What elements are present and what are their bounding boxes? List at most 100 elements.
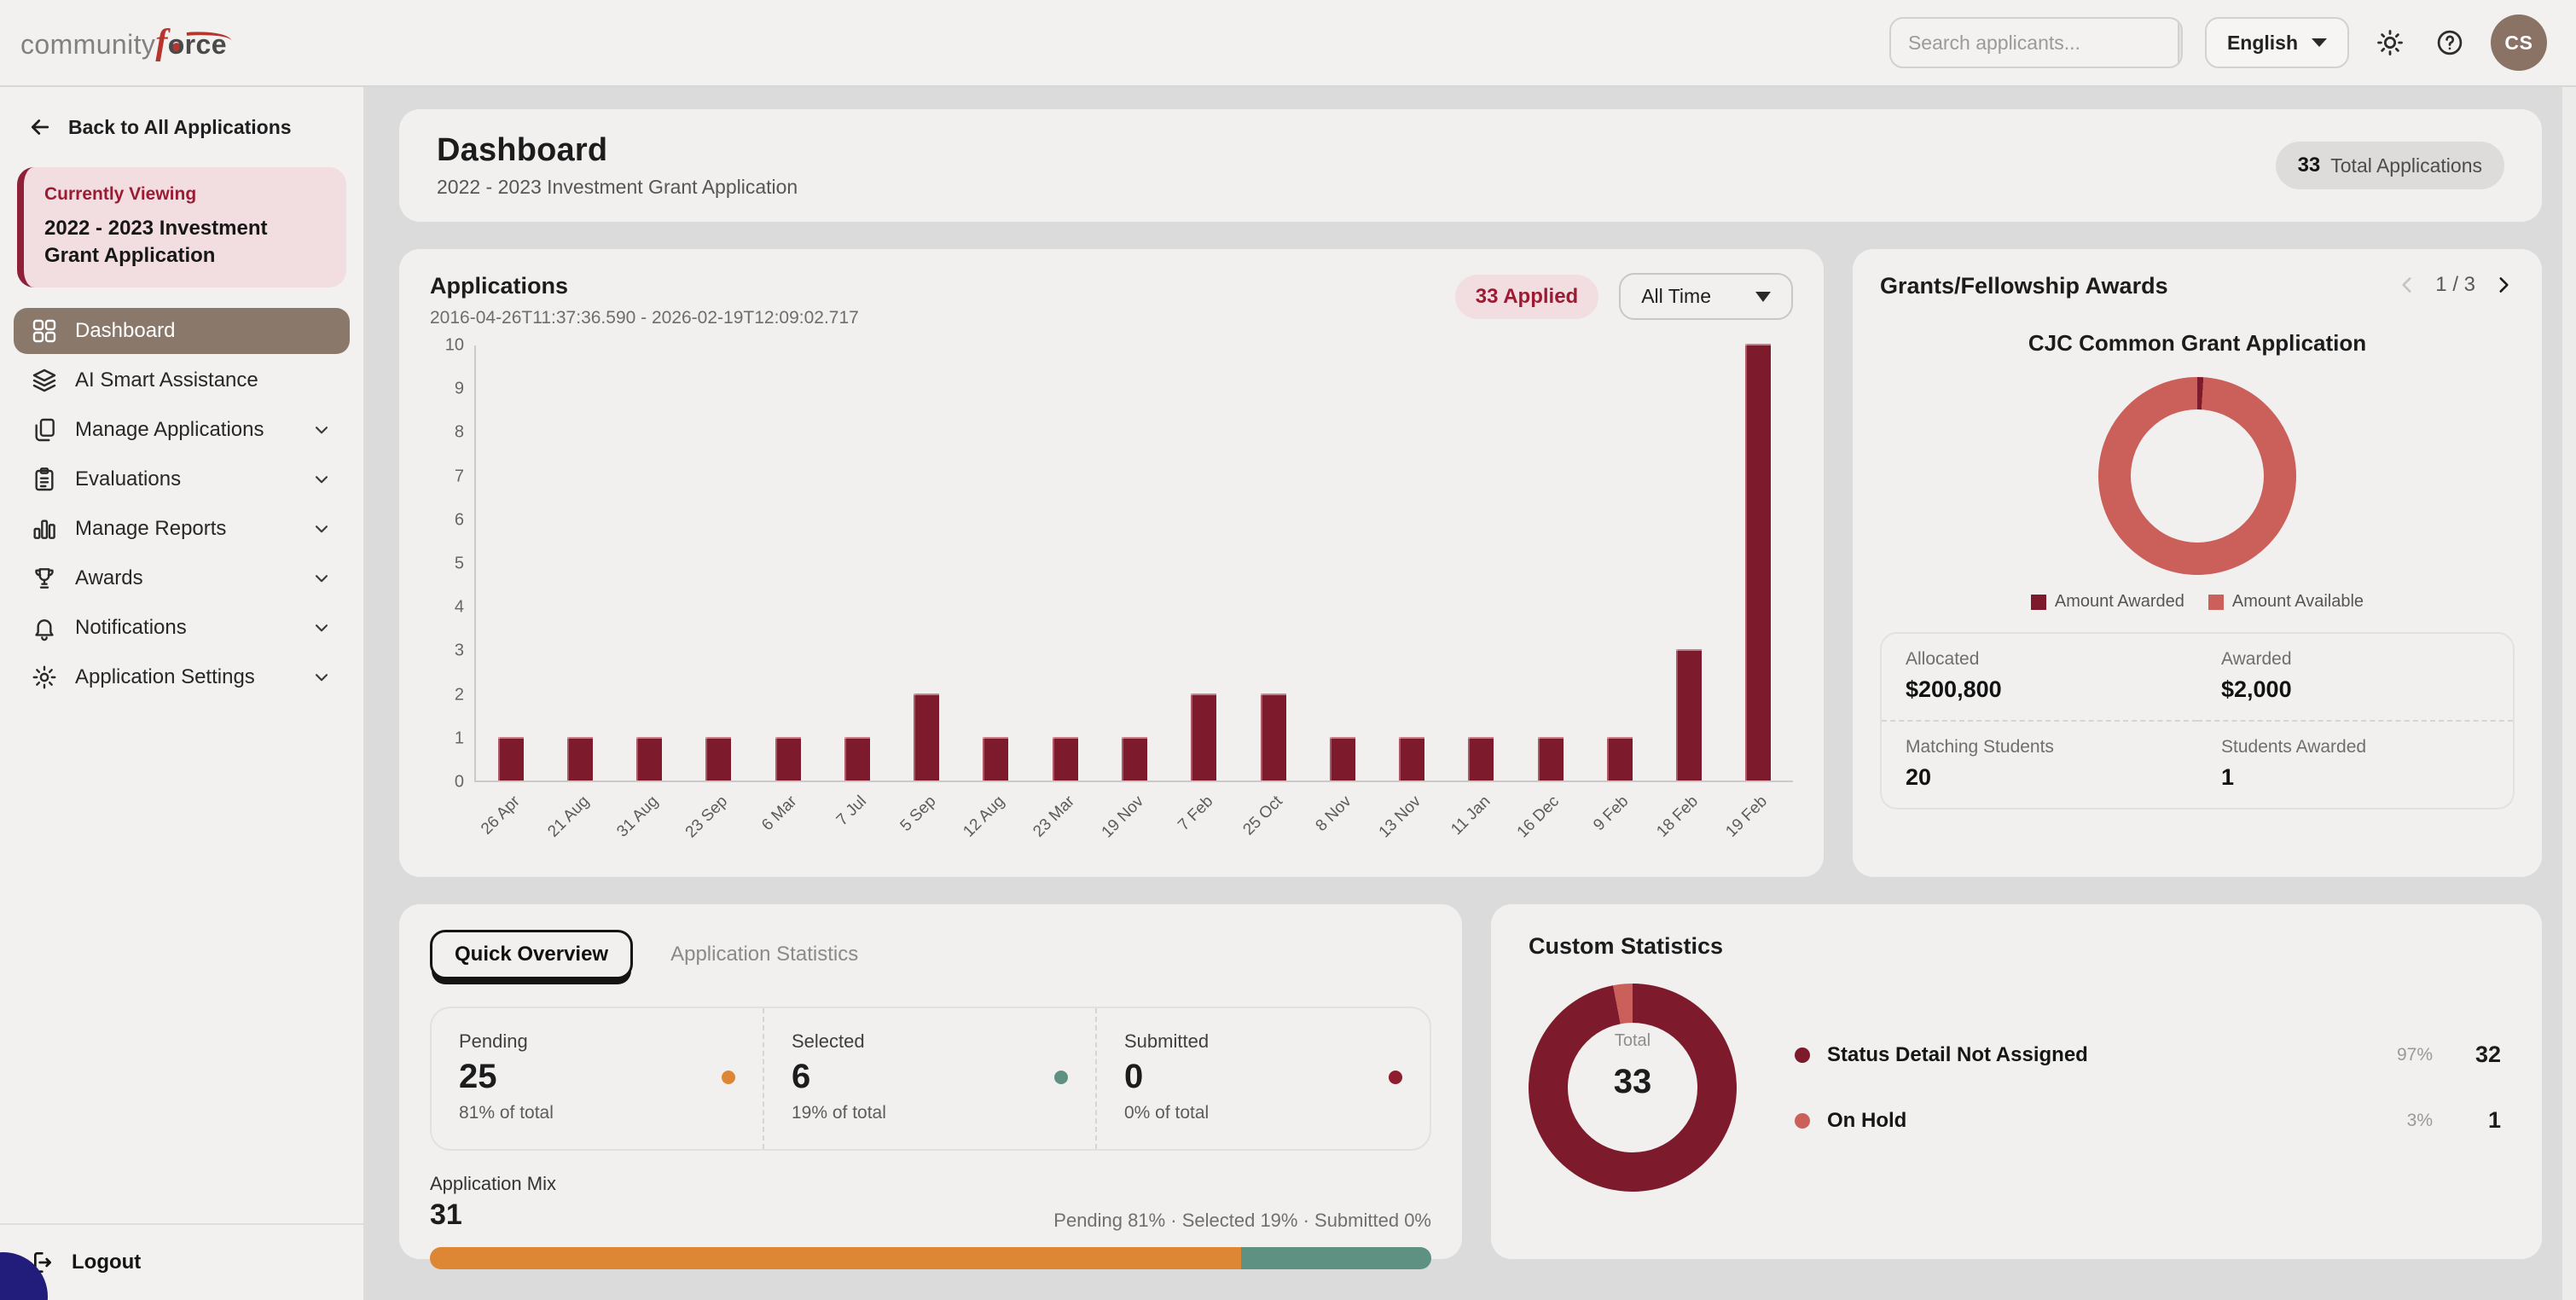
sidebar-item-label: Evaluations	[75, 467, 182, 490]
theme-toggle-button[interactable]	[2371, 24, 2409, 61]
sidebar-item-awards[interactable]: Awards	[14, 555, 350, 601]
bar	[636, 736, 663, 781]
status-dot	[722, 1070, 735, 1084]
x-axis-label: 25 Oct	[1239, 792, 1286, 839]
applications-y-axis: 0 1 2 3 4 5 6 7 8 9 10	[430, 336, 474, 792]
current-application-name: 2022 - 2023 Investment Grant Application	[44, 217, 268, 268]
sidebar-item-application-settings[interactable]: Application Settings	[14, 654, 350, 700]
bar	[1537, 736, 1564, 781]
y-axis-tick: 10	[444, 335, 464, 355]
avatar-initials: CS	[2504, 31, 2533, 54]
bar-column: 12 Aug	[960, 345, 1030, 841]
y-axis-tick: 4	[454, 597, 464, 617]
user-avatar[interactable]: CS	[2491, 15, 2547, 71]
chevron-down-icon	[310, 468, 333, 490]
sidebar-item-manage-reports[interactable]: Manage Reports	[14, 506, 350, 552]
language-select[interactable]: English	[2204, 17, 2349, 68]
grid-icon	[31, 317, 58, 345]
tab-quick-overview[interactable]: Quick Overview	[430, 930, 634, 979]
application-mix: Application Mix 31 Pending 81% · Selecte…	[430, 1173, 1431, 1269]
search-input[interactable]	[1890, 19, 2178, 67]
sidebar-item-label: Manage Applications	[75, 417, 264, 441]
topbar-actions: English CS	[1888, 15, 2576, 71]
x-axis-label: 7 Feb	[1174, 792, 1217, 835]
sidebar-item-label: Application Settings	[75, 665, 255, 688]
logout-button[interactable]: Logout	[0, 1223, 363, 1300]
bar	[1122, 736, 1148, 781]
y-axis-tick: 7	[454, 467, 464, 486]
applied-count-badge: 33 Applied	[1454, 274, 1599, 319]
page-title: Dashboard	[437, 132, 608, 168]
applications-bar-plot: 26 Apr 21 Aug 31 Aug 23 Sep 6 Mar 7 Jul 5 Sep 1…	[474, 344, 1793, 841]
y-axis-tick: 2	[454, 685, 464, 705]
status-dot	[1054, 1070, 1068, 1084]
brand-logo-gray: community	[20, 29, 156, 60]
pager-prev-button[interactable]	[2396, 274, 2418, 296]
applications-panel: Applications 2016-04-26T11:37:36.590 - 2…	[399, 249, 1824, 877]
custom-donut-center-value: 33	[1613, 1063, 1652, 1100]
sidebar-item-evaluations[interactable]: Evaluations	[14, 456, 350, 502]
sidebar-item-dashboard[interactable]: Dashboard	[14, 307, 350, 354]
bar	[1052, 736, 1078, 781]
search-button[interactable]	[2177, 19, 2181, 67]
x-axis-label: 23 Sep	[682, 792, 732, 842]
sidebar-item-ai-smart-assistance[interactable]: AI Smart Assistance	[14, 357, 350, 403]
chevron-down-icon	[2312, 38, 2327, 47]
help-button[interactable]	[2431, 24, 2469, 61]
grant-stat-allocated: Allocated $200,800	[1882, 634, 2197, 722]
sidebar-item-manage-applications[interactable]: Manage Applications	[14, 407, 350, 453]
sun-icon	[2376, 28, 2405, 57]
gear-icon	[31, 664, 58, 691]
y-axis-tick: 5	[454, 554, 464, 573]
chevron-down-icon	[310, 567, 333, 589]
stat-label: Submitted	[1124, 1030, 1210, 1052]
sidebar-item-notifications[interactable]: Notifications	[14, 605, 350, 651]
brand-logo-target-o: o	[167, 29, 185, 60]
applications-bar-chart: 0 1 2 3 4 5 6 7 8 9 10 26 Apr 21 Aug 31 Aug 23 Sep 6 M…	[430, 336, 1793, 877]
arrow-left-icon	[27, 114, 53, 140]
stat-percent: 81% of total	[459, 1103, 554, 1123]
bar	[1399, 736, 1425, 781]
mix-segment-pending	[430, 1247, 1241, 1269]
caret-down-icon	[1755, 291, 1771, 302]
bar-column: 23 Mar	[1030, 345, 1099, 841]
main-content: Dashboard 2022 - 2023 Investment Grant A…	[365, 87, 2576, 1300]
overview-stat-selected: Selected 6 19% of total	[764, 1008, 1097, 1149]
topbar: communityforce English	[0, 0, 2576, 87]
back-link-label: Back to All Applications	[68, 115, 292, 138]
search-icon	[2179, 30, 2181, 55]
bar	[775, 736, 801, 781]
y-axis-tick: 8	[454, 422, 464, 442]
chevron-down-icon	[310, 617, 333, 639]
time-filter-select[interactable]: All Time	[1619, 273, 1793, 320]
x-axis-label: 18 Feb	[1653, 792, 1703, 841]
back-to-applications-link[interactable]: Back to All Applications	[0, 87, 363, 160]
grants-pager: 1 / 3	[2396, 273, 2515, 297]
bar-column: 19 Feb	[1723, 344, 1793, 841]
logout-label: Logout	[72, 1251, 142, 1274]
x-axis-label: 9 Feb	[1590, 792, 1633, 835]
y-axis-tick: 0	[454, 772, 464, 792]
trophy-icon	[31, 565, 58, 592]
bar	[1606, 736, 1633, 781]
overview-tabs: Quick Overview Application Statistics	[430, 930, 1431, 979]
grant-donut-chart	[2098, 377, 2296, 575]
bar-column: 31 Aug	[613, 345, 684, 841]
bar-column: 6 Mar	[753, 345, 822, 834]
status-percent: 97%	[2396, 1044, 2433, 1065]
bar	[566, 736, 593, 781]
status-count: 1	[2487, 1107, 2501, 1133]
bar	[705, 736, 732, 781]
legend-swatch	[2030, 594, 2046, 610]
custom-statistics-legend: Status Detail Not Assigned 97% 32 On Hold 3%…	[1795, 1042, 2504, 1134]
pager-next-button[interactable]	[2492, 274, 2515, 296]
currently-viewing-card: Currently Viewing 2022 - 2023 Investment…	[17, 167, 346, 287]
scrollbar-track[interactable]	[2562, 87, 2576, 1300]
bar	[1191, 693, 1217, 781]
applications-title: Applications	[430, 273, 569, 299]
bar-column: 9 Feb	[1585, 345, 1654, 834]
x-axis-label: 19 Feb	[1722, 792, 1772, 841]
status-label: Status Detail Not Assigned	[1827, 1042, 2088, 1066]
help-icon	[2434, 27, 2465, 58]
tab-application-statistics[interactable]: Application Statistics	[670, 943, 859, 966]
